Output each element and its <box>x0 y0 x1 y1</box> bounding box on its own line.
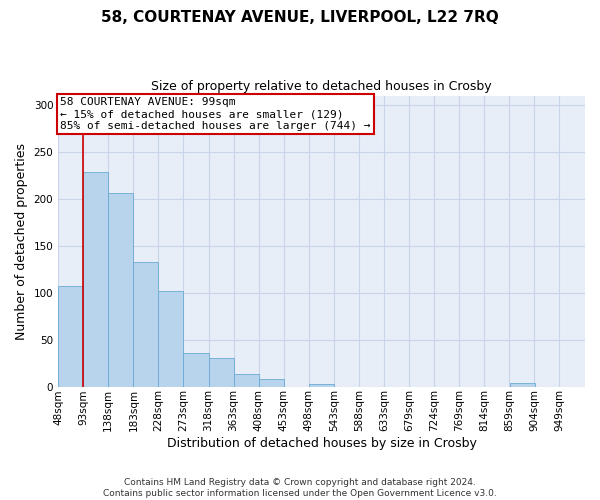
Bar <box>108 193 133 386</box>
Bar <box>510 383 535 386</box>
Bar <box>233 374 259 386</box>
Bar <box>309 384 334 386</box>
Bar <box>184 352 209 386</box>
X-axis label: Distribution of detached houses by size in Crosby: Distribution of detached houses by size … <box>167 437 476 450</box>
Text: Contains HM Land Registry data © Crown copyright and database right 2024.
Contai: Contains HM Land Registry data © Crown c… <box>103 478 497 498</box>
Text: 58, COURTENAY AVENUE, LIVERPOOL, L22 7RQ: 58, COURTENAY AVENUE, LIVERPOOL, L22 7RQ <box>101 10 499 25</box>
Bar <box>158 291 184 386</box>
Text: 58 COURTENAY AVENUE: 99sqm
← 15% of detached houses are smaller (129)
85% of sem: 58 COURTENAY AVENUE: 99sqm ← 15% of deta… <box>61 98 371 130</box>
Y-axis label: Number of detached properties: Number of detached properties <box>15 142 28 340</box>
Bar <box>58 286 83 386</box>
Title: Size of property relative to detached houses in Crosby: Size of property relative to detached ho… <box>151 80 492 93</box>
Bar <box>209 358 233 386</box>
Bar <box>133 262 158 386</box>
Bar <box>83 172 108 386</box>
Bar <box>259 379 284 386</box>
